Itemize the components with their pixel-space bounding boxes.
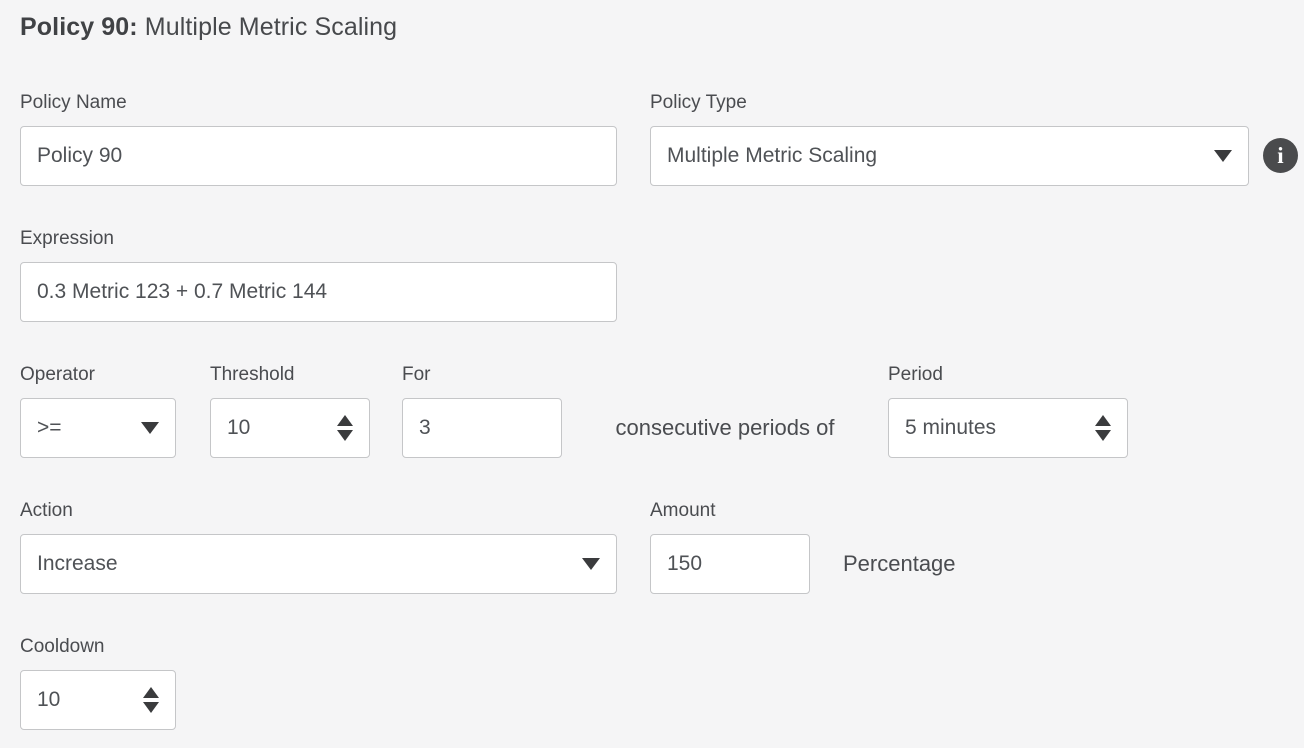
operator-select[interactable]: >=: [20, 398, 176, 458]
for-input[interactable]: [402, 398, 562, 458]
cooldown-label: Cooldown: [20, 636, 105, 657]
stepper-up-icon[interactable]: [337, 415, 353, 426]
policy-name-input[interactable]: [20, 126, 617, 186]
expression-label: Expression: [20, 228, 114, 249]
page-title-policy-type: Multiple Metric Scaling: [137, 13, 398, 41]
chevron-down-icon: [1214, 150, 1232, 162]
stepper-arrows-icon[interactable]: [1095, 415, 1111, 441]
percentage-text: Percentage: [843, 551, 956, 576]
info-icon[interactable]: i: [1263, 138, 1298, 173]
operator-field: Operator >=: [20, 362, 176, 458]
cooldown-value: 10: [37, 688, 61, 711]
row-expression: Expression: [20, 226, 1304, 322]
threshold-label: Threshold: [210, 364, 295, 385]
stepper-up-icon[interactable]: [1095, 415, 1111, 426]
policy-type-value: Multiple Metric Scaling: [667, 144, 878, 167]
cooldown-stepper[interactable]: 10: [20, 670, 176, 730]
stepper-arrows-icon[interactable]: [337, 415, 353, 441]
consecutive-periods-text: consecutive periods of: [615, 415, 835, 440]
period-label: Period: [888, 364, 943, 385]
stepper-down-icon[interactable]: [143, 702, 159, 713]
row-action: Action Increase Amount Percentage: [20, 498, 1304, 594]
for-label: For: [402, 364, 431, 385]
chevron-down-icon: [582, 558, 600, 570]
policy-name-label: Policy Name: [20, 92, 127, 113]
page-title: Policy 90: Multiple Metric Scaling: [20, 12, 1304, 43]
threshold-field: Threshold 10: [210, 362, 370, 458]
stepper-arrows-icon[interactable]: [143, 687, 159, 713]
action-value: Increase: [37, 552, 118, 575]
chevron-down-icon: [141, 422, 159, 434]
period-value: 5 minutes: [905, 416, 997, 439]
amount-field: Amount: [650, 498, 810, 594]
action-select[interactable]: Increase: [20, 534, 617, 594]
policy-type-label: Policy Type: [650, 92, 747, 113]
row-name-type: Policy Name Policy Type Multiple Metric …: [20, 90, 1304, 186]
threshold-stepper[interactable]: 10: [210, 398, 370, 458]
stepper-down-icon[interactable]: [1095, 430, 1111, 441]
expression-field: Expression: [20, 226, 617, 322]
period-stepper[interactable]: 5 minutes: [888, 398, 1128, 458]
stepper-up-icon[interactable]: [143, 687, 159, 698]
amount-input[interactable]: [650, 534, 810, 594]
policy-type-field: Policy Type Multiple Metric Scaling: [650, 90, 1249, 186]
threshold-value: 10: [227, 416, 251, 439]
amount-label: Amount: [650, 500, 716, 521]
page-title-policy-number: Policy 90:: [20, 13, 138, 41]
stepper-down-icon[interactable]: [337, 430, 353, 441]
action-label: Action: [20, 500, 73, 521]
operator-value: >=: [37, 416, 62, 439]
operator-label: Operator: [20, 364, 95, 385]
policy-name-field: Policy Name: [20, 90, 617, 186]
row-cooldown: Cooldown 10: [20, 634, 1304, 730]
row-condition: Operator >= Threshold 10 For consecutive…: [20, 362, 1304, 458]
info-icon-glyph: i: [1277, 142, 1284, 168]
expression-input[interactable]: [20, 262, 617, 322]
for-field: For: [402, 362, 562, 458]
cooldown-field: Cooldown 10: [20, 634, 176, 730]
period-field: Period 5 minutes: [888, 362, 1128, 458]
policy-type-select[interactable]: Multiple Metric Scaling: [650, 126, 1249, 186]
action-field: Action Increase: [20, 498, 617, 594]
policy-form: Policy 90: Multiple Metric Scaling Polic…: [20, 12, 1304, 730]
